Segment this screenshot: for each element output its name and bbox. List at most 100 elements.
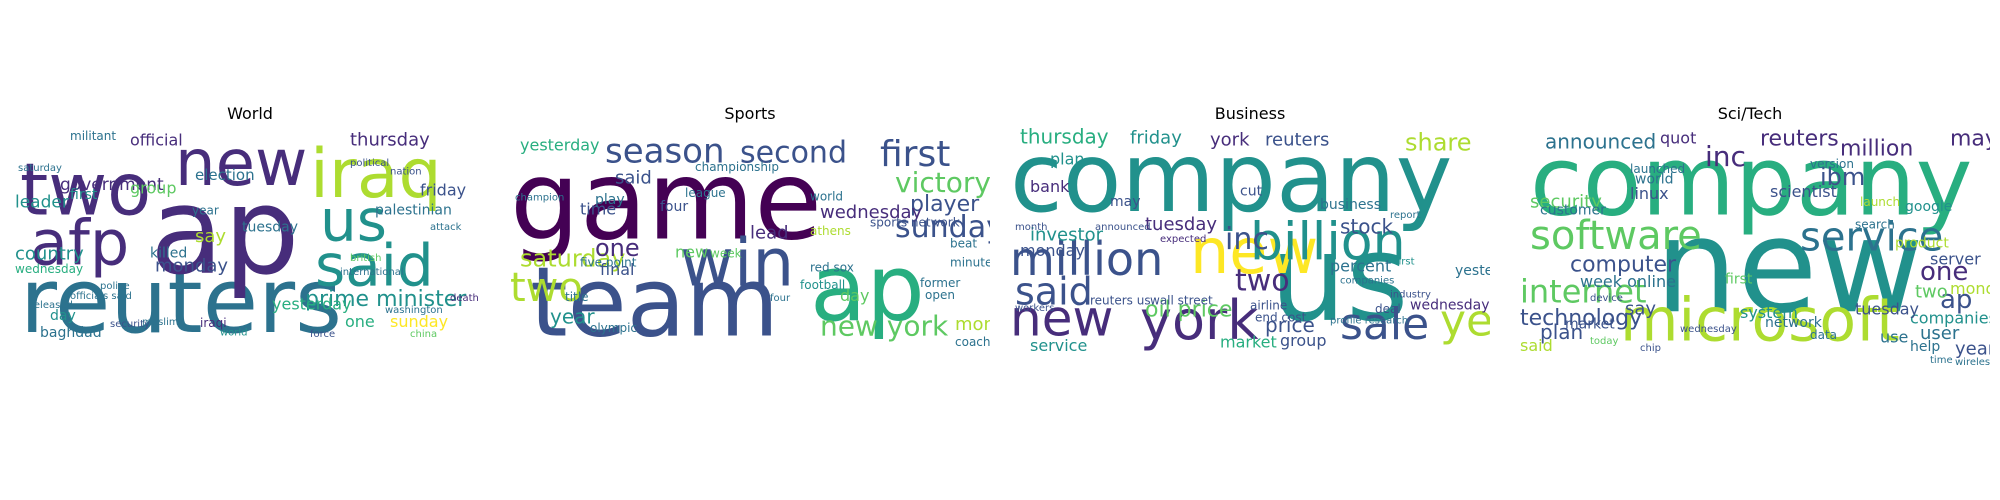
cloud-word: companies [1910, 308, 1990, 327]
cloud-word: washington [385, 305, 443, 316]
cloud-word: week online [1580, 272, 1676, 291]
cloud-word: open [925, 288, 955, 302]
cloud-word: tuesday [242, 220, 298, 236]
cloud-word: airline [1250, 299, 1287, 313]
word-cloud: company new microsoft software service intern… [1510, 128, 1990, 370]
cloud-word: palestinian [375, 202, 452, 218]
cloud-word: percent [1330, 256, 1391, 275]
cloud-word: bank [1030, 177, 1070, 196]
cloud-word: google [1905, 199, 1952, 215]
cloud-word: title [565, 290, 588, 304]
cloud-word: launched [1630, 162, 1685, 176]
cloud-word: yesterday [272, 295, 352, 314]
cloud-word: monday [155, 255, 228, 276]
cloud-word: new [1010, 289, 1113, 347]
cloud-word: leader [15, 193, 69, 213]
cloud-word: year [550, 304, 595, 328]
cloud-word: five point [580, 255, 637, 269]
cloud-word: wednesday [1410, 298, 1489, 314]
cloud-word: athens [810, 224, 851, 238]
cloud-word: lead [750, 223, 789, 244]
cloud-word: plan [1050, 149, 1085, 168]
cloud-word: billion [1250, 212, 1406, 272]
cloud-word: election [195, 166, 255, 184]
cloud-word: nation [390, 167, 422, 178]
cloud-word: ap [150, 163, 300, 302]
cloud-word: york [1210, 129, 1250, 150]
cloud-word: team [530, 246, 779, 358]
cloud-word: million [1840, 137, 1913, 162]
cloud-word: friday [420, 180, 466, 199]
cloud-word: friday [1130, 128, 1182, 149]
cloud-word: player [910, 192, 980, 217]
cloud-word: may [1110, 194, 1141, 210]
cloud-word: released [30, 300, 73, 311]
cloud-word: deal [1375, 302, 1401, 316]
cloud-word: beat [950, 236, 977, 250]
cloud-word: reuters [20, 249, 342, 354]
cloud-word: minute [950, 255, 990, 269]
cloud-word: today [1590, 336, 1619, 347]
cloud-word: server [1930, 250, 1981, 269]
cloud-word: say [195, 226, 226, 247]
cloud-word: time [580, 199, 616, 218]
cloud-word: saturday [520, 244, 625, 272]
cloud-word: thursday [350, 129, 430, 150]
cloud-word: said [615, 167, 652, 188]
cloud-word: security [110, 319, 150, 330]
cloud-word: coach [955, 335, 990, 349]
cloud-word: monday [1950, 279, 1990, 298]
cloud-word: may [1950, 128, 1990, 151]
cloud-word: use [1880, 327, 1908, 346]
cloud-word: one [345, 312, 375, 331]
cloud-word: wireless [1955, 357, 1990, 368]
cloud-word: force [310, 329, 335, 340]
panel-sports: Sports game team ap win season second first vic… [500, 0, 1000, 500]
cloud-word: microsoft [1620, 286, 1900, 356]
cloud-word: final [600, 260, 634, 279]
cloud-word: wednesday [820, 202, 923, 223]
cloud-word: wednesday [1680, 324, 1737, 335]
cloud-word: device [1590, 293, 1623, 304]
cloud-word: militant [70, 129, 116, 143]
cloud-word: stock [1340, 214, 1393, 238]
cloud-word: york [1140, 289, 1259, 352]
cloud-word: red sox [810, 260, 854, 274]
cloud-word: reuters [1760, 128, 1839, 151]
cloud-word: government [60, 175, 164, 195]
cloud-word: reuters us [1090, 293, 1151, 307]
cloud-word: first [70, 187, 98, 203]
cloud-word: league [685, 186, 726, 200]
cloud-word: service [1030, 336, 1087, 355]
cloud-word: iraq [310, 135, 442, 214]
cloud-word: system [1740, 303, 1798, 322]
cloud-word: technology [1520, 306, 1642, 331]
cloud-word: time [1930, 355, 1953, 366]
cloud-word: share [1405, 128, 1472, 156]
cloud-word: second [740, 136, 847, 171]
cloud-word: companies [1340, 276, 1394, 287]
cloud-word: yesterday [1455, 263, 1490, 279]
cloud-word: china [410, 329, 437, 340]
cloud-word: cut [1240, 183, 1263, 199]
cloud-word: inc [1705, 140, 1746, 173]
cloud-word: death [450, 293, 479, 304]
cloud-word: wall street [1150, 293, 1213, 307]
cloud-word: quot [1660, 129, 1696, 148]
cloud-word: play [595, 192, 625, 208]
cloud-word: announced [1095, 222, 1151, 233]
cloud-word: plan [1540, 320, 1583, 344]
cloud-word: sunday [390, 312, 448, 331]
word-cloud: company us new billion million new york said sal… [1010, 128, 1490, 370]
panel-title: Sci/Tech [1717, 104, 1783, 123]
cloud-word: police [100, 281, 130, 292]
panel-business: Business company us new billion million new yo… [1000, 0, 1500, 500]
cloud-word: year [1440, 295, 1490, 346]
cloud-word: sunday [895, 210, 990, 245]
cloud-word: million [1010, 232, 1163, 286]
cloud-word: yesterday [520, 135, 600, 154]
cloud-word: oil price [1145, 297, 1232, 322]
cloud-word: two [20, 147, 151, 231]
